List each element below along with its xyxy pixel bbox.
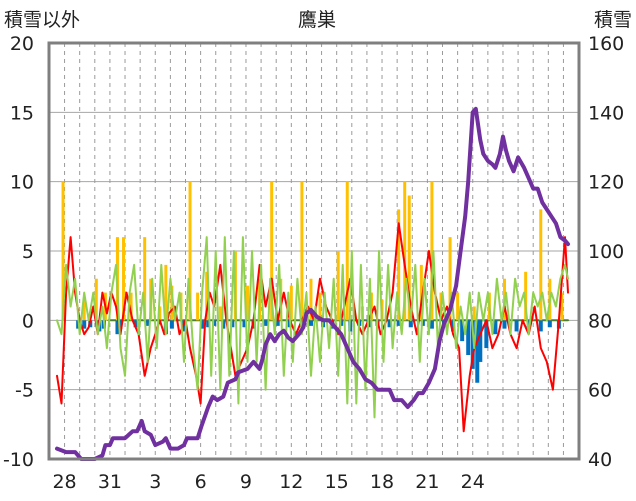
plot-frame bbox=[47, 41, 581, 461]
x-tick-label: 21 bbox=[415, 471, 439, 493]
snow_depth-line bbox=[55, 106, 570, 461]
x-tick-label: 6 bbox=[195, 471, 207, 493]
y-ticks-right: 160 140 120 100 80 60 40 bbox=[588, 33, 624, 471]
left-axis-label: 積雪以外 bbox=[4, 9, 80, 31]
right-axis-label: 積雪 bbox=[594, 9, 632, 31]
y-tick-right-label: 80 bbox=[588, 310, 612, 332]
y-tick-left-label: 15 bbox=[10, 102, 34, 124]
y-tick-left-label: 5 bbox=[22, 241, 34, 263]
y-tick-left-label: 10 bbox=[10, 172, 34, 194]
y-tick-right-label: 100 bbox=[588, 241, 624, 263]
gridlines bbox=[49, 43, 579, 459]
series-temp_b bbox=[56, 236, 569, 419]
y-tick-right-label: 160 bbox=[588, 33, 624, 55]
y-tick-left-label: 20 bbox=[10, 33, 34, 55]
temp_b-line bbox=[56, 236, 569, 419]
chart-title: 鷹巣 bbox=[298, 9, 336, 31]
y-tick-right-label: 120 bbox=[588, 172, 624, 194]
x-tick-label: 9 bbox=[240, 471, 252, 493]
y-tick-left-label: -10 bbox=[3, 449, 34, 471]
y-ticks-left: 20 15 10 5 0 -5 -10 bbox=[3, 33, 34, 471]
x-tick-label: 24 bbox=[461, 471, 485, 493]
y-tick-right-label: 140 bbox=[588, 102, 624, 124]
x-tick-label: 31 bbox=[98, 471, 122, 493]
y-tick-right-label: 40 bbox=[588, 449, 612, 471]
x-ticks: 28 31 3 6 9 12 15 18 21 24 bbox=[52, 471, 484, 493]
x-tick-label: 18 bbox=[370, 471, 394, 493]
x-tick-label: 15 bbox=[325, 471, 349, 493]
x-tick-label: 12 bbox=[279, 471, 303, 493]
x-tick-label: 3 bbox=[149, 471, 161, 493]
y-tick-left-label: -5 bbox=[15, 380, 34, 402]
series-layer bbox=[55, 106, 570, 461]
x-tick-label: 28 bbox=[52, 471, 76, 493]
series-snow_depth bbox=[55, 106, 570, 461]
y-tick-right-label: 60 bbox=[588, 380, 612, 402]
y-tick-left-label: 0 bbox=[22, 310, 34, 332]
